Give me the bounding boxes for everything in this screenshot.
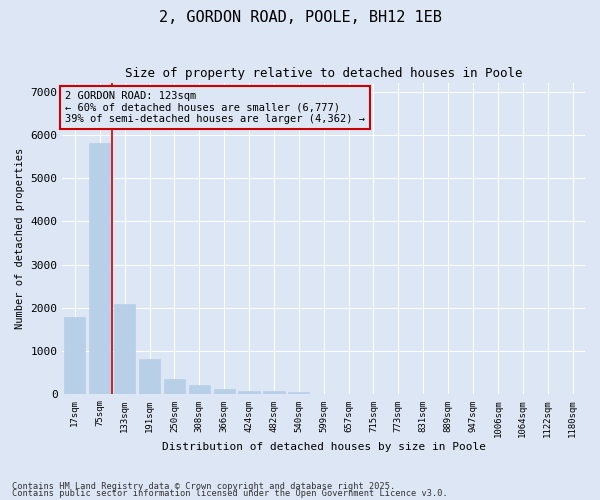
Bar	[139, 360, 160, 394]
Bar	[114, 304, 135, 394]
X-axis label: Distribution of detached houses by size in Poole: Distribution of detached houses by size …	[162, 442, 486, 452]
Bar	[263, 391, 284, 394]
Bar	[238, 390, 260, 394]
Bar	[89, 142, 110, 394]
Text: Contains HM Land Registry data © Crown copyright and database right 2025.: Contains HM Land Registry data © Crown c…	[12, 482, 395, 491]
Bar	[189, 386, 210, 394]
Title: Size of property relative to detached houses in Poole: Size of property relative to detached ho…	[125, 68, 523, 80]
Text: 2 GORDON ROAD: 123sqm
← 60% of detached houses are smaller (6,777)
39% of semi-d: 2 GORDON ROAD: 123sqm ← 60% of detached …	[65, 91, 365, 124]
Y-axis label: Number of detached properties: Number of detached properties	[15, 148, 25, 330]
Text: 2, GORDON ROAD, POOLE, BH12 1EB: 2, GORDON ROAD, POOLE, BH12 1EB	[158, 10, 442, 25]
Bar	[288, 392, 310, 394]
Bar	[214, 390, 235, 394]
Text: Contains public sector information licensed under the Open Government Licence v3: Contains public sector information licen…	[12, 489, 448, 498]
Bar	[64, 318, 85, 394]
Bar	[164, 379, 185, 394]
